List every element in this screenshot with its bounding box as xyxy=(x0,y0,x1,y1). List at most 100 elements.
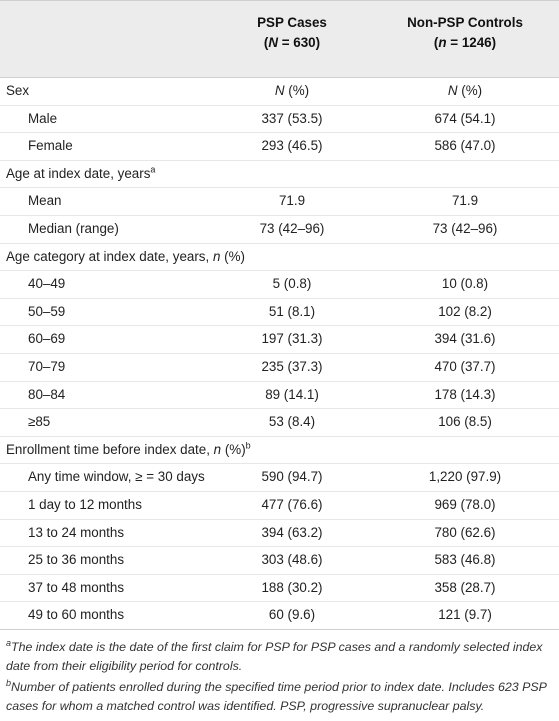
row-footnote-mark: b xyxy=(245,440,251,451)
row-label-text: Age at index date, years xyxy=(6,165,151,181)
row-label-text: Median (range) xyxy=(28,220,119,236)
cell-psp-cases: 477 (76.6) xyxy=(261,496,323,512)
header-controls-title: Non-PSP Controls xyxy=(407,15,523,30)
row-label: 37 to 48 months xyxy=(28,575,124,602)
cell-controls: 358 (28.7) xyxy=(434,579,496,595)
header-psp-cases-n-value: = 630) xyxy=(278,35,321,50)
table-row: ≥85 53 (8.4) 106 (8.5) xyxy=(0,409,559,437)
row-label-text: Male xyxy=(28,110,58,126)
table-row: 25 to 36 months 303 (48.6) 583 (46.8) xyxy=(0,547,559,575)
cell-psp-cases: 293 (46.5) xyxy=(261,138,323,154)
table-row: Median (range) 73 (42–96) 73 (42–96) xyxy=(0,216,559,244)
row-label: ≥85 xyxy=(28,409,50,436)
cell-controls: N (%) xyxy=(380,78,550,105)
footnote-a-mark: a xyxy=(6,637,12,648)
table-row: 13 to 24 months 394 (63.2) 780 (62.6) xyxy=(0,520,559,548)
header-psp-cases-n-label: N xyxy=(268,35,279,50)
table-row: Any time window, ≥ = 30 days 590 (94.7) 1,… xyxy=(0,464,559,492)
cell-psp-cases: 337 (53.5) xyxy=(261,110,323,126)
table-header: PSP Cases (N = 630) Non-PSP Controls (n … xyxy=(0,0,559,78)
row-label-text: 80–84 xyxy=(28,386,66,402)
footnote-b-text: Number of patients enrolled during the s… xyxy=(6,679,547,713)
row-label-text: 13 to 24 months xyxy=(28,524,125,540)
cell-controls: 71.9 xyxy=(451,193,479,209)
cell-controls: 10 (0.8) xyxy=(441,276,489,292)
table-row: 50–59 51 (8.1) 102 (8.2) xyxy=(0,299,559,327)
cell-n-rest: (%) xyxy=(457,83,483,98)
header-controls-n: (n = 1246) xyxy=(433,35,497,50)
cell-psp-cases: 60 (9.6) xyxy=(268,607,316,623)
cell-controls: 969 (78.0) xyxy=(434,496,496,512)
cell-psp-cases: 235 (37.3) xyxy=(261,358,323,374)
cell-controls: 106 (8.5) xyxy=(438,414,492,430)
footnote-b-mark: b xyxy=(6,677,12,688)
cell-controls: 470 (37.7) xyxy=(434,358,496,374)
row-label-text: 60–69 xyxy=(28,331,66,347)
row-label: Age at index date, yearsa xyxy=(6,161,155,188)
cell-psp-cases: 590 (94.7) xyxy=(261,469,323,485)
cell-psp-cases: 394 (63.2) xyxy=(261,524,323,540)
table-row: Age category at index date, years, n (%) xyxy=(0,244,559,272)
header-controls-n-label: n xyxy=(438,35,447,50)
row-label: Enrollment time before index date, n (%)… xyxy=(6,437,251,464)
row-label-tail: (%) xyxy=(221,441,246,457)
row-label-text: 25 to 36 months xyxy=(28,552,125,568)
table-row: 49 to 60 months 60 (9.6) 121 (9.7) xyxy=(0,602,559,630)
cell-controls: 780 (62.6) xyxy=(434,524,496,540)
table-body: Sex N (%) N (%) Male 337 (53.5) 674 (54.1) Fem… xyxy=(0,78,559,630)
row-label-text: Any time window, ≥ = 30 days xyxy=(28,469,205,485)
row-label: Any time window, ≥ = 30 days xyxy=(28,464,205,491)
row-label: 80–84 xyxy=(28,382,65,409)
cell-psp-cases: 51 (8.1) xyxy=(268,303,316,319)
header-psp-cases-title: PSP Cases xyxy=(257,15,327,30)
header-controls-n-value: = 1246) xyxy=(446,35,497,50)
row-label: 50–59 xyxy=(28,299,65,326)
row-label: 1 day to 12 months xyxy=(28,492,142,519)
table-row: 60–69 197 (31.3) 394 (31.6) xyxy=(0,326,559,354)
footnote-b: bNumber of patients enrolled during the … xyxy=(6,678,553,716)
cell-controls: 102 (8.2) xyxy=(438,303,492,319)
row-label: 49 to 60 months xyxy=(28,602,124,629)
footnote-a: aThe index date is the date of the first… xyxy=(6,638,553,676)
row-footnote-mark: a xyxy=(150,164,156,175)
row-label-text: ≥85 xyxy=(28,414,51,430)
cell-psp-cases: 197 (31.3) xyxy=(261,331,323,347)
cell-controls: 121 (9.7) xyxy=(438,607,492,623)
row-label-text: Female xyxy=(28,138,73,154)
row-label: Median (range) xyxy=(28,216,119,243)
cell-controls: 394 (31.6) xyxy=(434,331,496,347)
table-row: Age at index date, yearsa xyxy=(0,161,559,189)
cell-psp-cases: 188 (30.2) xyxy=(261,579,323,595)
cell-psp-cases: 53 (8.4) xyxy=(268,414,316,430)
row-label-text: 70–79 xyxy=(28,358,66,374)
cell-controls: 73 (42–96) xyxy=(432,220,498,236)
row-label: 60–69 xyxy=(28,326,65,353)
cell-psp-cases: 73 (42–96) xyxy=(259,220,325,236)
table-row: 70–79 235 (37.3) 470 (37.7) xyxy=(0,354,559,382)
row-label-text: 50–59 xyxy=(28,303,66,319)
table-row: Enrollment time before index date, n (%)… xyxy=(0,437,559,465)
row-label: 25 to 36 months xyxy=(28,547,124,574)
cell-controls: 583 (46.8) xyxy=(434,552,496,568)
cell-psp-cases: 303 (48.6) xyxy=(261,552,323,568)
cell-n-label: N xyxy=(447,83,458,98)
header-controls: Non-PSP Controls (n = 1246) xyxy=(380,13,550,53)
table-row: 40–49 5 (0.8) 10 (0.8) xyxy=(0,271,559,299)
row-label-italic: n xyxy=(212,248,221,264)
row-label-text: 49 to 60 months xyxy=(28,607,125,623)
cell-controls: 1,220 (97.9) xyxy=(428,469,502,485)
table-footnotes: aThe index date is the date of the first… xyxy=(0,630,559,716)
cell-controls: 586 (47.0) xyxy=(434,138,496,154)
row-label: 40–49 xyxy=(28,271,65,298)
table-row: 37 to 48 months 188 (30.2) 358 (28.7) xyxy=(0,575,559,603)
cell-psp-cases: 89 (14.1) xyxy=(265,386,319,402)
table-row: Female 293 (46.5) 586 (47.0) xyxy=(0,133,559,161)
table-row: Sex N (%) N (%) xyxy=(0,78,559,106)
row-label: Mean xyxy=(28,188,62,215)
row-label-italic: n xyxy=(213,441,222,457)
row-label-text: Mean xyxy=(28,193,62,209)
cell-controls: 178 (14.3) xyxy=(434,386,496,402)
row-label: 13 to 24 months xyxy=(28,520,124,547)
cell-controls: 674 (54.1) xyxy=(434,110,496,126)
